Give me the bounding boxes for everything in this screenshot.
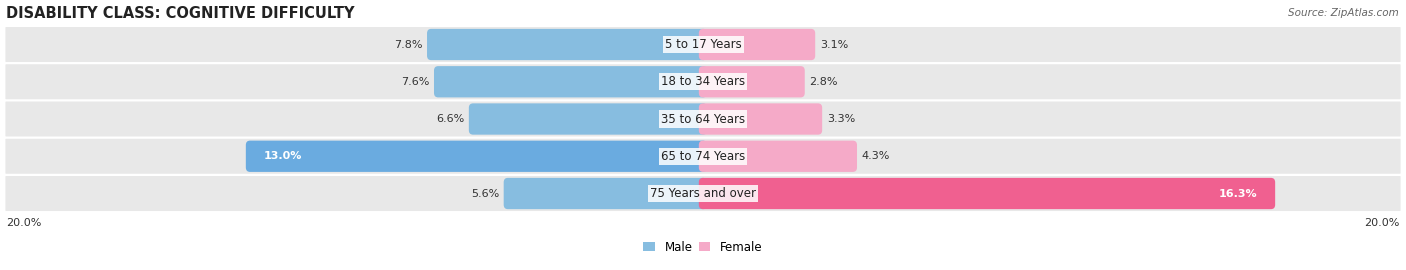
FancyBboxPatch shape xyxy=(6,139,1400,174)
Text: 6.6%: 6.6% xyxy=(436,114,464,124)
Text: 18 to 34 Years: 18 to 34 Years xyxy=(661,75,745,88)
FancyBboxPatch shape xyxy=(6,64,1400,99)
Text: 13.0%: 13.0% xyxy=(264,151,302,161)
FancyBboxPatch shape xyxy=(246,141,707,172)
Text: DISABILITY CLASS: COGNITIVE DIFFICULTY: DISABILITY CLASS: COGNITIVE DIFFICULTY xyxy=(6,6,354,21)
Text: 5.6%: 5.6% xyxy=(471,188,499,198)
Text: 7.8%: 7.8% xyxy=(394,39,422,49)
FancyBboxPatch shape xyxy=(6,27,1400,62)
FancyBboxPatch shape xyxy=(699,66,804,97)
Text: 3.1%: 3.1% xyxy=(820,39,848,49)
FancyBboxPatch shape xyxy=(427,29,707,60)
FancyBboxPatch shape xyxy=(699,103,823,135)
Text: 75 Years and over: 75 Years and over xyxy=(650,187,756,200)
FancyBboxPatch shape xyxy=(468,103,707,135)
Text: 5 to 17 Years: 5 to 17 Years xyxy=(665,38,741,51)
Text: 65 to 74 Years: 65 to 74 Years xyxy=(661,150,745,163)
Text: 7.6%: 7.6% xyxy=(401,77,429,87)
FancyBboxPatch shape xyxy=(6,102,1400,137)
Legend: Male, Female: Male, Female xyxy=(638,236,768,258)
FancyBboxPatch shape xyxy=(434,66,707,97)
FancyBboxPatch shape xyxy=(699,29,815,60)
FancyBboxPatch shape xyxy=(699,141,858,172)
Text: 20.0%: 20.0% xyxy=(6,218,41,228)
Text: 4.3%: 4.3% xyxy=(862,151,890,161)
Text: Source: ZipAtlas.com: Source: ZipAtlas.com xyxy=(1288,8,1399,18)
Text: 16.3%: 16.3% xyxy=(1219,188,1257,198)
FancyBboxPatch shape xyxy=(503,178,707,209)
Text: 20.0%: 20.0% xyxy=(1365,218,1400,228)
Text: 35 to 64 Years: 35 to 64 Years xyxy=(661,113,745,126)
Text: 2.8%: 2.8% xyxy=(810,77,838,87)
FancyBboxPatch shape xyxy=(6,176,1400,211)
FancyBboxPatch shape xyxy=(699,178,1275,209)
Text: 3.3%: 3.3% xyxy=(827,114,855,124)
